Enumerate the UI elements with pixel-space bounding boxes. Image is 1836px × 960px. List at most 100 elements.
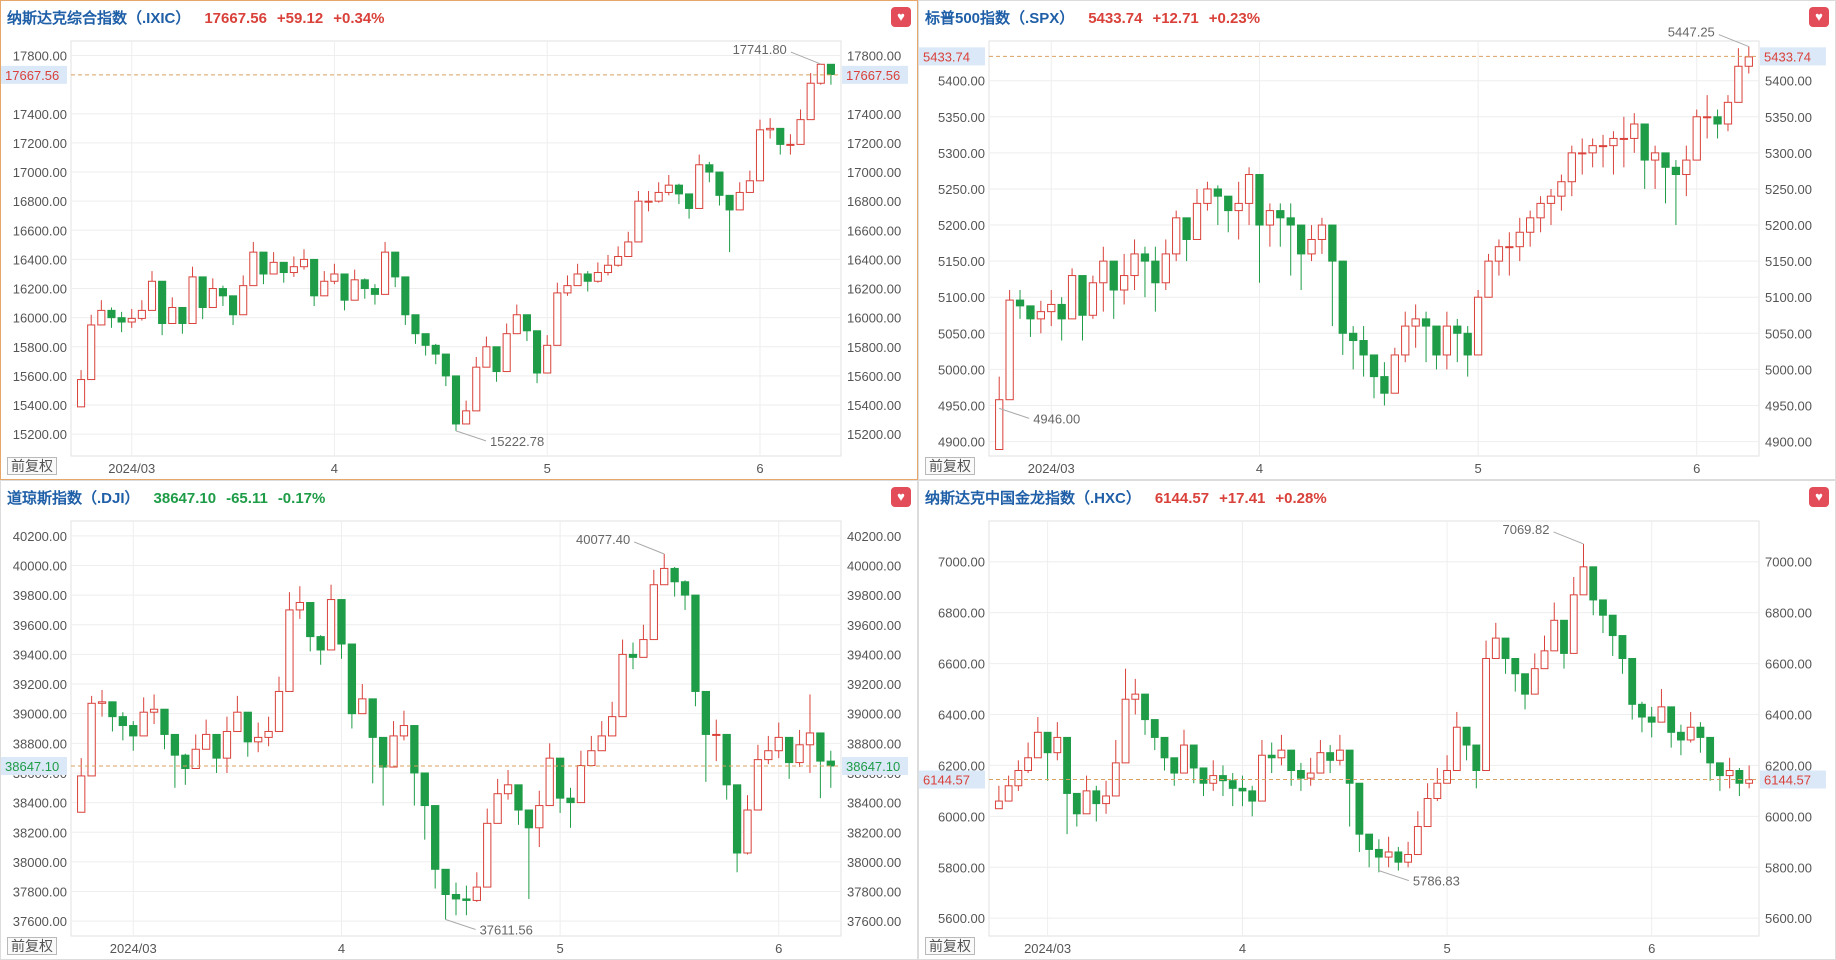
candle[interactable] <box>545 743 554 807</box>
candle[interactable] <box>806 73 815 121</box>
candle[interactable] <box>340 273 349 311</box>
candle[interactable] <box>614 246 623 267</box>
candle[interactable] <box>1170 757 1179 786</box>
candle[interactable] <box>87 695 96 777</box>
candle[interactable] <box>139 697 148 737</box>
candle[interactable] <box>1172 210 1181 262</box>
candle[interactable] <box>306 602 315 652</box>
candle[interactable] <box>1638 701 1646 733</box>
candle[interactable] <box>1053 722 1062 761</box>
chart-panel[interactable]: 4900.00 4900.00 4950.00 4950.00 5000.00 5000.… <box>918 0 1836 480</box>
candle[interactable] <box>1317 217 1327 254</box>
candle[interactable] <box>310 258 319 307</box>
candle[interactable] <box>712 719 721 762</box>
favorite-heart-icon[interactable]: ♥ <box>1809 487 1829 507</box>
candle[interactable] <box>218 285 227 307</box>
candle[interactable] <box>381 241 390 295</box>
candle[interactable] <box>330 263 339 285</box>
candle[interactable] <box>776 127 785 155</box>
candle[interactable] <box>201 719 211 750</box>
candle[interactable] <box>97 689 107 717</box>
candle[interactable] <box>1463 326 1472 377</box>
candle[interactable] <box>1394 846 1403 871</box>
candle[interactable] <box>441 353 450 387</box>
candle[interactable] <box>524 809 534 899</box>
candle[interactable] <box>701 690 711 782</box>
candle[interactable] <box>295 586 304 619</box>
candle[interactable] <box>639 624 648 658</box>
candle[interactable] <box>1505 232 1514 276</box>
candle[interactable] <box>1484 253 1493 298</box>
candle[interactable] <box>1160 736 1169 771</box>
candle[interactable] <box>1088 275 1098 319</box>
candle[interactable] <box>608 701 617 737</box>
candle[interactable] <box>1005 290 1014 401</box>
candle[interactable] <box>1567 145 1576 197</box>
candle[interactable] <box>674 183 683 205</box>
candle[interactable] <box>1209 760 1218 791</box>
candle[interactable] <box>1219 765 1227 796</box>
candle[interactable] <box>168 297 177 324</box>
candlestick-chart[interactable]: 37600.00 37600.00 37800.00 37800.00 38000.00… <box>1 481 918 960</box>
candle[interactable] <box>1735 767 1744 796</box>
candle[interactable] <box>1384 836 1393 868</box>
favorite-heart-icon[interactable]: ♥ <box>1809 7 1829 27</box>
candle[interactable] <box>795 729 804 768</box>
candle[interactable] <box>587 735 596 767</box>
candle[interactable] <box>1189 744 1198 784</box>
candle[interactable] <box>462 400 471 425</box>
chart-title[interactable]: 纳斯达克综合指数（.IXIC） <box>7 10 191 27</box>
candle[interactable] <box>299 249 309 270</box>
candle[interactable] <box>764 735 773 765</box>
candle[interactable] <box>1494 239 1504 276</box>
candle[interactable] <box>1111 739 1120 797</box>
candle[interactable] <box>1131 678 1140 715</box>
candle[interactable] <box>654 182 663 203</box>
candle[interactable] <box>389 721 398 768</box>
candle[interactable] <box>535 790 544 848</box>
candle[interactable] <box>160 708 169 750</box>
candle[interactable] <box>1015 290 1025 319</box>
chart-title[interactable]: 标普500指数（.SPX） <box>925 10 1075 27</box>
candle[interactable] <box>208 278 217 308</box>
candle[interactable] <box>1619 116 1629 168</box>
candle[interactable] <box>1723 95 1733 132</box>
candle[interactable] <box>1472 744 1481 789</box>
candle[interactable] <box>1696 722 1705 753</box>
candle[interactable] <box>1744 46 1753 74</box>
candle[interactable] <box>1326 745 1335 774</box>
candle[interactable] <box>1109 260 1118 319</box>
candle[interactable] <box>1296 224 1306 290</box>
candle[interactable] <box>229 295 238 325</box>
candle[interactable] <box>462 885 471 916</box>
candle[interactable] <box>117 311 126 333</box>
candle[interactable] <box>1745 765 1754 789</box>
candle[interactable] <box>127 308 136 328</box>
candle[interactable] <box>695 154 704 209</box>
candle[interactable] <box>1686 711 1695 743</box>
candle[interactable] <box>441 868 450 920</box>
candle[interactable] <box>1277 734 1286 766</box>
candle[interactable] <box>1462 726 1471 761</box>
candle[interactable] <box>670 566 679 597</box>
chart-title[interactable]: 道琼斯指数（.DJI） <box>7 490 140 507</box>
candle[interactable] <box>431 343 440 365</box>
candle[interactable] <box>483 808 492 888</box>
candle[interactable] <box>1421 311 1431 363</box>
candle[interactable] <box>360 278 369 299</box>
candle[interactable] <box>107 307 116 328</box>
candle[interactable] <box>1667 706 1676 748</box>
candle[interactable] <box>1033 717 1042 759</box>
candle[interactable] <box>1599 599 1607 634</box>
candle[interactable] <box>401 276 410 325</box>
candle[interactable] <box>1401 311 1410 363</box>
candle[interactable] <box>472 872 481 902</box>
candle[interactable] <box>358 684 367 715</box>
candle[interactable] <box>77 370 86 408</box>
candle[interactable] <box>1150 719 1159 751</box>
candle[interactable] <box>137 300 146 321</box>
favorite-heart-icon[interactable]: ♥ <box>891 487 911 507</box>
candle[interactable] <box>1501 637 1510 674</box>
candle[interactable] <box>774 722 783 759</box>
candlestick-chart[interactable]: 5600.00 5600.00 5800.00 5800.00 6000.00 6000.… <box>919 481 1836 960</box>
